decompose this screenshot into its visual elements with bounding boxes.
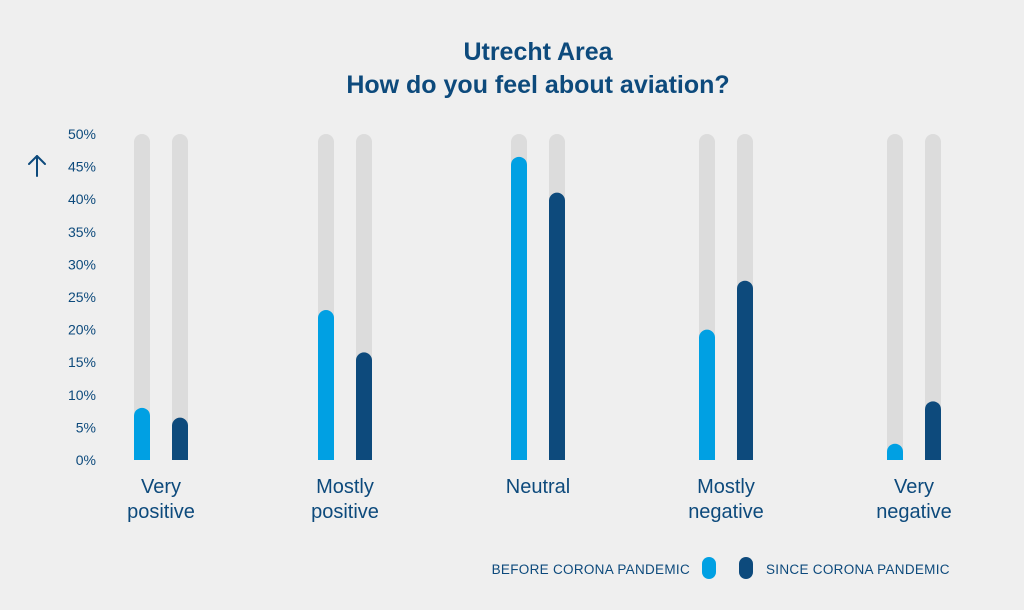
bar-before	[887, 443, 903, 460]
y-tick-label: 25%	[68, 289, 96, 305]
category-label: negative	[688, 501, 764, 523]
bar-track	[887, 134, 903, 460]
category-label: positive	[127, 501, 195, 523]
bar-before	[699, 329, 715, 460]
bar-track	[172, 134, 188, 460]
bars	[134, 134, 941, 460]
y-tick-label: 35%	[68, 224, 96, 240]
legend-label: SINCE CORONA PANDEMIC	[766, 562, 950, 577]
y-tick-label: 0%	[76, 452, 96, 468]
bar-since	[172, 417, 188, 460]
category-label: Mostly	[316, 476, 374, 498]
arrow-up-icon	[28, 155, 46, 177]
y-tick-label: 15%	[68, 354, 96, 370]
category-label: Very	[141, 476, 181, 498]
chart-title-line1: Utrecht Area	[463, 38, 613, 66]
bar-since	[737, 280, 753, 460]
category-label: negative	[876, 501, 952, 523]
legend-swatch	[702, 557, 716, 579]
bar-before	[318, 310, 334, 460]
bar-before	[134, 407, 150, 460]
y-tick-label: 45%	[68, 159, 96, 175]
legend: BEFORE CORONA PANDEMIC SINCE CORONA PANDE…	[492, 557, 950, 579]
y-tick-label: 20%	[68, 322, 96, 338]
category-label: Mostly	[697, 476, 755, 498]
y-tick-label: 10%	[68, 387, 96, 403]
bar-track	[925, 134, 941, 460]
category-label: positive	[311, 501, 379, 523]
bar-since	[549, 192, 565, 460]
category-label: Very	[894, 476, 934, 498]
bar-since	[925, 401, 941, 460]
y-axis-ticks: 0% 5% 10% 15% 20% 25% 30% 35% 40% 45% 50%	[68, 126, 96, 468]
chart-title-line2: How do you feel about aviation?	[346, 71, 729, 99]
legend-label: BEFORE CORONA PANDEMIC	[492, 562, 690, 577]
bar-before	[511, 156, 527, 460]
category-label: Neutral	[506, 476, 570, 498]
y-tick-label: 50%	[68, 126, 96, 142]
y-tick-label: 30%	[68, 256, 96, 272]
y-tick-label: 5%	[76, 419, 96, 435]
bar-track	[134, 134, 150, 460]
bar-since	[356, 352, 372, 460]
legend-swatch	[739, 557, 753, 579]
category-labels: Very positive Mostly positive Neutral Mostly n…	[127, 476, 952, 523]
y-tick-label: 40%	[68, 191, 96, 207]
